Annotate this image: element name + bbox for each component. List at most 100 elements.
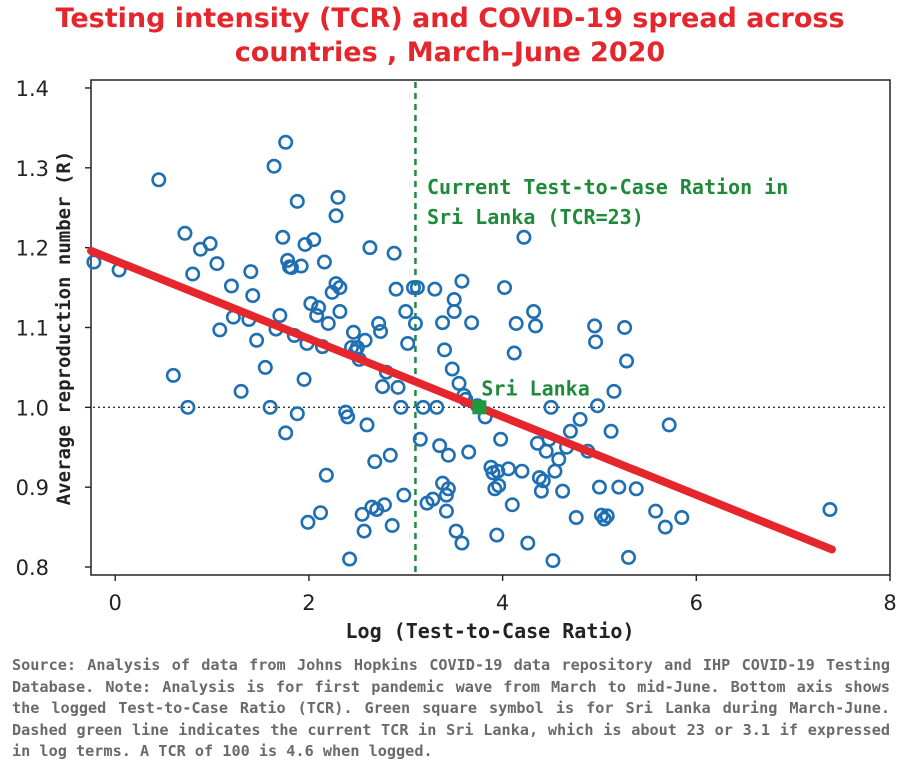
data-point [622,551,634,563]
data-point [440,505,452,517]
data-point [591,400,603,412]
data-point [450,525,462,537]
data-point [211,257,223,269]
scatter-chart: 0.80.91.01.11.21.31.4 02468 Current Test… [0,0,900,650]
data-point [649,505,661,517]
data-point [204,237,216,249]
data-point [291,195,303,207]
sri-lanka-label: Sri Lanka [481,376,589,400]
data-point [322,317,334,329]
source-note: Source: Analysis of data from Johns Hopk… [12,655,890,763]
data-point [361,419,373,431]
data-point [392,381,404,393]
x-tick-label: 2 [302,591,315,615]
data-point [527,305,539,317]
data-point [446,363,458,375]
data-point [259,361,271,373]
data-point [320,469,332,481]
data-point [556,485,568,497]
data-point [235,385,247,397]
y-tick-label: 1.3 [16,157,49,181]
y-axis-label: Average reproduction number (R) [53,151,75,506]
data-point [277,231,289,243]
data-point [529,320,541,332]
data-point [456,275,468,287]
data-point [570,511,582,523]
data-point [553,453,565,465]
data-point [374,325,386,337]
x-tick-label: 8 [883,591,896,615]
data-point [332,191,344,203]
data-point [498,281,510,293]
data-point [442,449,454,461]
data-point [431,401,443,413]
data-point [364,241,376,253]
y-tick-label: 0.9 [16,476,49,500]
data-point [268,160,280,172]
data-point [186,268,198,280]
data-point [400,305,412,317]
data-point [245,265,257,277]
y-tick-label: 1.1 [16,317,49,341]
data-point [302,516,314,528]
data-point [516,465,528,477]
x-tick-label: 6 [690,591,703,615]
data-point [343,553,355,565]
y-tick-label: 1.0 [16,396,49,420]
data-point [506,499,518,511]
data-point [465,317,477,329]
data-point [398,489,410,501]
y-tick-label: 0.8 [16,556,49,580]
data-point [429,283,441,295]
data-point [540,445,552,457]
data-point [279,136,291,148]
data-point [518,231,530,243]
data-point [369,455,381,467]
data-point [291,408,303,420]
data-point [167,369,179,381]
data-point [314,507,326,519]
data-point [436,317,448,329]
data-point [593,481,605,493]
data-point [334,305,346,317]
reference-line-label-line-2: Sri Lanka (TCR=23) [427,205,644,229]
data-point [179,227,191,239]
sri-lanka-marker [472,400,486,414]
data-point [448,293,460,305]
data-point [247,289,259,301]
data-point [508,347,520,359]
data-point [659,521,671,533]
data-point [453,377,465,389]
data-point [564,425,576,437]
data-point [388,247,400,259]
data-point [384,449,396,461]
x-axis-label: Log (Test-to-Case Ratio) [346,619,635,643]
data-point [663,419,675,431]
data-point [630,483,642,495]
data-point [318,256,330,268]
data-point [522,537,534,549]
plot-area-frame [91,80,890,575]
data-point [401,337,413,349]
data-point [613,481,625,493]
data-point [214,324,226,336]
data-point [620,355,632,367]
data-point [545,401,557,413]
data-point [330,210,342,222]
x-tick-label: 4 [496,591,509,615]
data-point [456,537,468,549]
data-point [386,519,398,531]
data-point [347,326,359,338]
data-point [225,280,237,292]
data-point [298,373,310,385]
data-point [274,309,286,321]
y-tick-label: 1.4 [16,77,49,101]
data-point [279,427,291,439]
data-point [376,380,388,392]
data-point [589,336,601,348]
data-point [491,529,503,541]
data-point [359,334,371,346]
x-axis: 02468 [109,575,897,615]
data-point [358,525,370,537]
data-point [438,344,450,356]
